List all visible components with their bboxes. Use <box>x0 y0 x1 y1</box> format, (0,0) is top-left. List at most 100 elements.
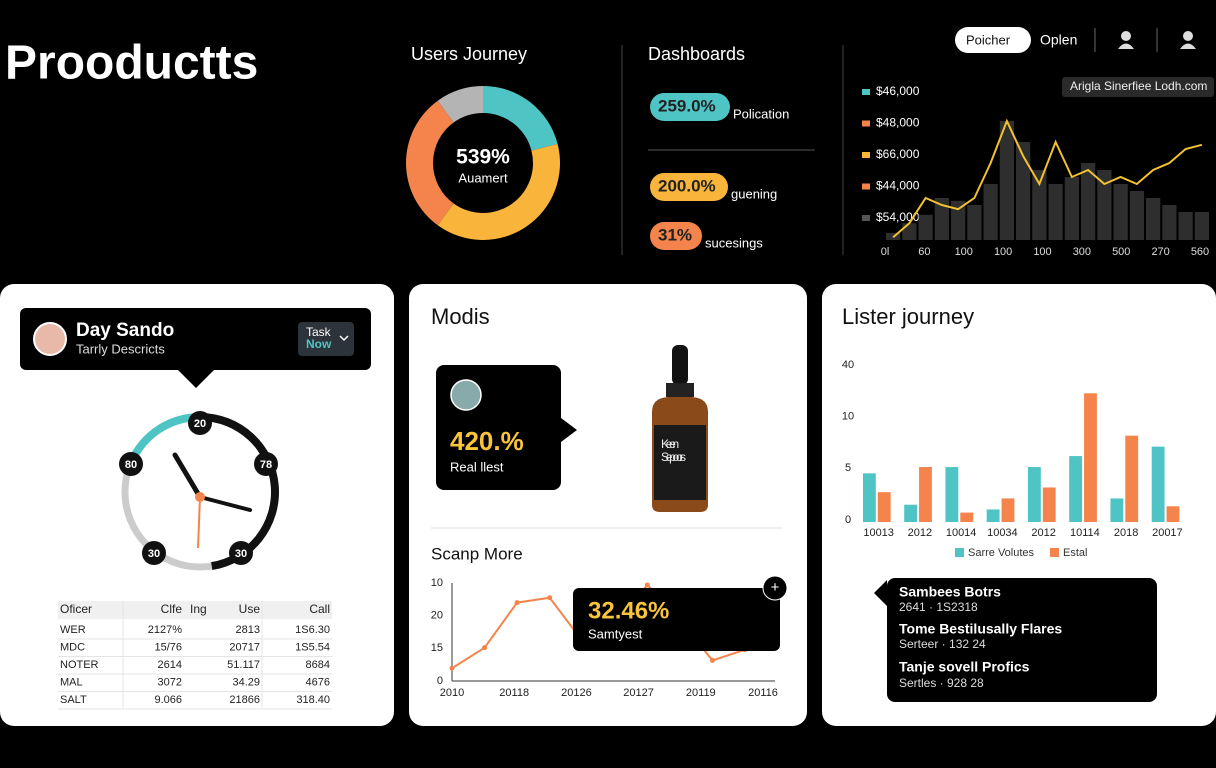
x-label: 20017 <box>1152 527 1183 539</box>
point <box>547 595 553 601</box>
table-cell: 34.29 <box>232 676 260 688</box>
table-cell: NOTER <box>60 659 99 671</box>
x-label: 20127 <box>623 687 654 699</box>
y-label: 10 <box>842 411 854 423</box>
info-tooltip <box>887 578 1157 702</box>
table-header: Oficer <box>60 602 92 616</box>
x-label: 2018 <box>1114 527 1138 539</box>
button-bg[interactable] <box>955 27 1031 53</box>
legend-swatch <box>862 215 870 221</box>
user-icon[interactable] <box>1121 31 1131 41</box>
bottle-cap <box>672 345 688 385</box>
table-cell: 2127% <box>148 624 182 636</box>
x-label: 2012 <box>1031 527 1055 539</box>
table-cell: MAL <box>60 676 83 688</box>
info-title: Tome Bestilusally Flares <box>899 621 1062 637</box>
x-label: 20118 <box>499 687 529 699</box>
bar <box>1084 393 1097 522</box>
bar <box>919 467 932 522</box>
clock-label: 30 <box>148 548 160 560</box>
pill <box>650 222 702 250</box>
pill <box>650 173 728 201</box>
metric-arrow <box>561 418 577 442</box>
x-label: 10114 <box>1070 527 1100 539</box>
task-status: Now <box>306 337 332 351</box>
legend-label: $48,000 <box>876 116 920 130</box>
bar <box>951 200 966 240</box>
legend-swatch <box>955 548 964 557</box>
point <box>449 665 455 671</box>
add-button[interactable] <box>762 575 788 601</box>
table-cell: 15/76 <box>154 641 182 653</box>
point <box>482 645 488 651</box>
badge <box>1062 77 1214 97</box>
legend-label: $46,000 <box>876 84 920 98</box>
card-title: Modis <box>431 304 490 329</box>
tooltip-label: Samtyest <box>588 626 643 641</box>
badge-text: Arigla Sinerfiee Lodh.com <box>1070 79 1207 93</box>
point <box>709 657 715 663</box>
legend-swatch <box>862 120 870 127</box>
donut-segment <box>437 143 560 240</box>
info-arrow <box>874 580 887 606</box>
bar <box>1016 142 1031 240</box>
pill-value: 31% <box>658 225 692 244</box>
table-header: Use <box>239 602 261 616</box>
avatar <box>33 322 67 356</box>
clock-label: 20 <box>194 418 206 430</box>
table-cell: 8684 <box>306 659 330 671</box>
profile-subtitle: Tarrly Descricts <box>76 341 165 356</box>
y-label: 10 <box>431 577 443 589</box>
bar <box>1048 184 1063 240</box>
bar <box>960 512 974 522</box>
bottle-neck <box>666 383 694 397</box>
x-label: 20116 <box>748 687 778 699</box>
bar <box>1113 184 1128 240</box>
table-cell: WER <box>60 624 86 636</box>
bar <box>1042 487 1056 522</box>
link-label: Oplen <box>1040 32 1077 48</box>
donut-value: 539% <box>456 146 510 169</box>
legend-label: $54,000 <box>876 210 920 224</box>
bar <box>1125 435 1139 522</box>
avatar <box>450 379 482 411</box>
page-title: Prooductts <box>5 37 258 90</box>
table-cell: 20717 <box>229 641 260 653</box>
pill-label: guening <box>731 186 777 201</box>
table-header: Call <box>309 602 330 616</box>
bar <box>1001 498 1015 522</box>
card-title: Lister journey <box>842 304 974 329</box>
y-label: 20 <box>431 610 443 622</box>
y-label: 5 <box>845 462 851 474</box>
bar <box>945 467 959 522</box>
bar <box>1027 467 1041 522</box>
bar <box>1097 170 1112 240</box>
x-label: 100 <box>994 246 1012 258</box>
profile-name: Day Sando <box>76 320 174 341</box>
bar <box>902 223 917 240</box>
donut-segment <box>437 86 483 123</box>
info-detail: Serteer · 132 24 <box>899 637 986 651</box>
bar <box>1151 446 1165 522</box>
x-label: 100 <box>1033 246 1051 258</box>
chart-title: Scanp More <box>431 544 523 563</box>
card <box>409 284 807 726</box>
y-label: 0 <box>437 675 443 687</box>
add-button-label: + <box>771 579 780 596</box>
x-label: 500 <box>1112 246 1130 258</box>
dashboards-title: Dashboards <box>648 44 745 64</box>
chart-tooltip <box>573 588 780 651</box>
minute-hand <box>198 495 252 512</box>
user-icon[interactable] <box>1183 31 1193 41</box>
x-label: 60 <box>918 246 930 258</box>
table-header-bg <box>58 601 332 619</box>
task-box[interactable] <box>298 322 354 356</box>
bar <box>967 205 982 240</box>
point <box>644 582 650 588</box>
table-cell: SALT <box>60 694 87 706</box>
legend-swatch <box>1050 548 1059 557</box>
bar <box>934 198 949 240</box>
info-detail: Sertles · 928 28 <box>899 676 984 690</box>
bar <box>986 509 1000 522</box>
bar <box>999 121 1014 240</box>
